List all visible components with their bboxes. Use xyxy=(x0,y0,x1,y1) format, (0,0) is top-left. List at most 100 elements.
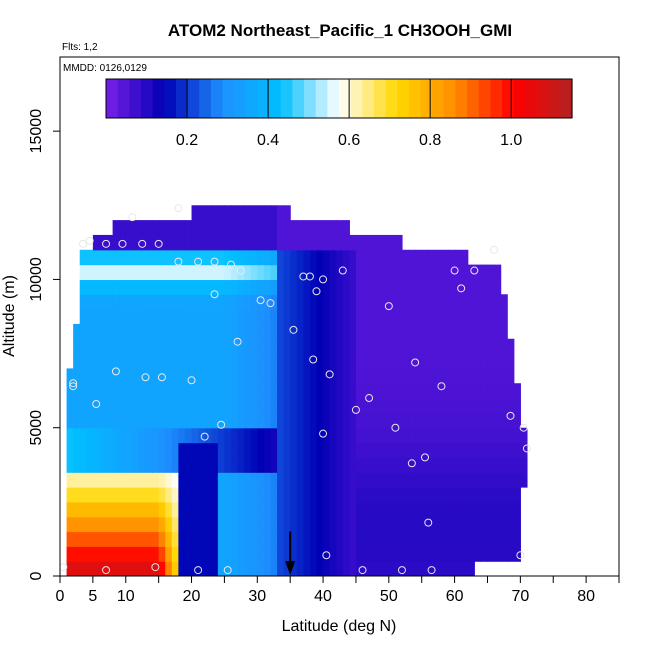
heatmap-cell xyxy=(421,294,429,310)
heatmap-cell xyxy=(198,338,206,355)
heatmap-cell xyxy=(434,546,443,562)
heatmap-cell xyxy=(388,561,396,576)
heatmap-cell xyxy=(257,457,265,473)
colorbar-segment xyxy=(490,79,503,118)
heatmap-cell xyxy=(507,457,515,473)
heatmap-cell xyxy=(342,323,350,340)
heatmap-cell xyxy=(86,383,94,399)
heatmap-cell xyxy=(296,338,304,355)
heatmap-cell xyxy=(211,309,219,325)
heatmap-cell xyxy=(244,249,252,266)
heatmap-cell xyxy=(342,546,350,562)
heatmap-cell xyxy=(165,338,173,355)
heatmap-cell xyxy=(474,368,482,384)
heatmap-cell xyxy=(283,531,291,547)
heatmap-cell xyxy=(73,487,81,503)
heatmap-cell xyxy=(132,338,140,355)
observation-point xyxy=(522,444,531,453)
heatmap-cell xyxy=(99,427,107,444)
heatmap-cell xyxy=(158,353,166,369)
heatmap-cell xyxy=(86,472,94,488)
heatmap-cell xyxy=(362,383,370,399)
heatmap-cell xyxy=(323,546,331,562)
heatmap-cell xyxy=(125,279,133,295)
heatmap-cell xyxy=(119,398,127,414)
heatmap-cell xyxy=(421,383,429,399)
heatmap-cell xyxy=(355,353,364,369)
heatmap-cell xyxy=(217,516,226,533)
heatmap-cell xyxy=(342,279,350,295)
heatmap-cell xyxy=(309,412,318,429)
heatmap-cell xyxy=(217,264,226,281)
heatmap-cell xyxy=(296,249,304,266)
heatmap-cell xyxy=(66,516,74,533)
heatmap-cell xyxy=(79,561,87,576)
colorbar-segment xyxy=(502,79,515,118)
heatmap-cell xyxy=(237,412,245,429)
heatmap-cell xyxy=(375,516,383,533)
heatmap-cell xyxy=(401,546,410,562)
heatmap-cell xyxy=(480,516,489,533)
heatmap-cell xyxy=(454,398,462,414)
heatmap-cell xyxy=(270,368,278,384)
heatmap-cell xyxy=(165,234,173,251)
heatmap-cell xyxy=(434,323,443,340)
heatmap-cell xyxy=(217,412,226,429)
heatmap-cell xyxy=(171,309,179,325)
heatmap-cell xyxy=(408,294,416,310)
heatmap-cell xyxy=(441,487,449,503)
heatmap-cell xyxy=(119,427,127,444)
heatmap-cell xyxy=(441,546,449,562)
heatmap-cell xyxy=(290,383,298,399)
heatmap-cell xyxy=(152,546,160,562)
heatmap-cell xyxy=(487,294,495,310)
heatmap-cell xyxy=(507,338,515,355)
heatmap-cell xyxy=(507,383,515,399)
heatmap-cell xyxy=(237,487,245,503)
heatmap-cell xyxy=(211,338,219,355)
heatmap-cell xyxy=(138,487,147,503)
heatmap-cell xyxy=(421,427,429,444)
heatmap-cell xyxy=(388,442,396,458)
heatmap-cell xyxy=(388,234,396,251)
heatmap-cell xyxy=(184,427,193,444)
heatmap-cell xyxy=(441,531,449,547)
heatmap-cell xyxy=(198,546,206,562)
heatmap-cell xyxy=(184,412,193,429)
heatmap-cell xyxy=(277,412,285,429)
heatmap-cell xyxy=(434,561,443,576)
heatmap-cell xyxy=(441,309,449,325)
heatmap-cell xyxy=(369,472,377,488)
heatmap-cell xyxy=(178,442,186,458)
heatmap-cell xyxy=(454,264,462,281)
heatmap-cell xyxy=(369,249,377,266)
heatmap-cell xyxy=(382,427,390,444)
heatmap-cell xyxy=(106,383,114,399)
heatmap-cell xyxy=(112,457,120,473)
heatmap-cell xyxy=(507,472,515,488)
heatmap-cell xyxy=(290,427,298,444)
heatmap-cell xyxy=(296,234,304,251)
heatmap-cell xyxy=(415,561,423,576)
heatmap-cell xyxy=(362,487,370,503)
heatmap-cell xyxy=(230,353,239,369)
heatmap-cell xyxy=(349,338,357,355)
heatmap-cell xyxy=(270,205,278,221)
heatmap-cell xyxy=(145,472,153,488)
heatmap-cell xyxy=(408,531,416,547)
heatmap-cell xyxy=(92,472,101,488)
heatmap-cell xyxy=(224,338,232,355)
heatmap-cell xyxy=(204,249,212,266)
heatmap-cell xyxy=(152,457,160,473)
heatmap-cell xyxy=(349,412,357,429)
heatmap-cell xyxy=(270,323,278,340)
heatmap-cell xyxy=(434,309,443,325)
heatmap-cell xyxy=(237,531,245,547)
heatmap-cell xyxy=(480,264,489,281)
heatmap-cell xyxy=(171,442,179,458)
heatmap-cell xyxy=(290,457,298,473)
heatmap-cell xyxy=(250,279,258,295)
heatmap-cell xyxy=(99,338,107,355)
heatmap-cell xyxy=(217,309,226,325)
heatmap-cell xyxy=(329,487,337,503)
